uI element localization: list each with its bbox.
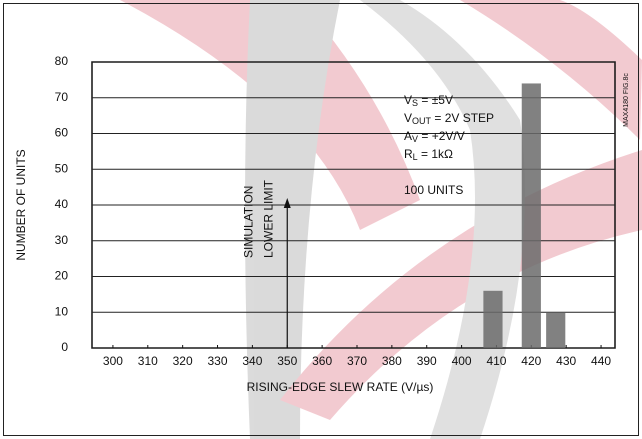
bar — [483, 290, 503, 348]
x-tick-label: 360 — [312, 354, 332, 368]
x-tick-label: 320 — [173, 354, 193, 368]
annotation-main: V — [404, 111, 412, 125]
y-tick-label: 70 — [55, 90, 69, 104]
x-tick-label: 310 — [138, 354, 158, 368]
x-tick-label: 410 — [486, 354, 506, 368]
arrow-head — [283, 198, 291, 208]
annotation-tail: = ±5V — [418, 93, 453, 107]
watermark — [120, 0, 642, 439]
bar — [521, 83, 541, 348]
x-tick-label: 370 — [347, 354, 367, 368]
annotation: VOUT = 2V STEP — [404, 111, 494, 126]
annotation-tail: = 2V STEP — [431, 111, 494, 125]
x-axis-title: RISING-EDGE SLEW RATE (V/µs) — [247, 380, 434, 394]
y-tick-label: 0 — [61, 340, 68, 354]
y-tick-label: 50 — [55, 161, 69, 175]
reference-label: SIMULATION — [241, 186, 255, 258]
y-tick-label: 60 — [55, 126, 69, 140]
annotation: AV = +2V/V — [404, 129, 465, 144]
annotation-sub: V — [412, 134, 418, 144]
watermark-shape — [280, 150, 642, 420]
x-tick-label: 390 — [417, 354, 437, 368]
figure-id: MAX4180 FIG.8c — [623, 73, 630, 127]
annotation-sub: OUT — [412, 116, 432, 126]
units-note: 100 UNITS — [404, 183, 463, 197]
x-tick-label: 430 — [556, 354, 576, 368]
y-tick-label: 30 — [55, 233, 69, 247]
annotation: RL = 1kΩ — [404, 147, 453, 162]
watermark-shape — [120, 0, 420, 230]
y-tick-label: 80 — [55, 54, 69, 68]
watermark-shape — [460, 0, 642, 140]
y-tick-label: 10 — [55, 304, 69, 318]
y-axis-title: NUMBER OF UNITS — [14, 149, 28, 260]
bar — [546, 312, 566, 348]
watermark-shape — [245, 0, 340, 439]
annotation-sub: S — [412, 98, 418, 108]
annotation-main: A — [404, 129, 412, 143]
annotation-main: R — [404, 147, 413, 161]
y-tick-label: 40 — [55, 197, 69, 211]
x-tick-label: 380 — [382, 354, 402, 368]
x-tick-label: 420 — [521, 354, 541, 368]
annotation: VS = ±5V — [404, 93, 453, 108]
reference-label: LOWER LIMIT — [261, 179, 275, 258]
annotation-main: V — [404, 93, 412, 107]
x-tick-label: 440 — [591, 354, 611, 368]
annotation-tail: = +2V/V — [418, 129, 465, 143]
annotation-tail: = 1kΩ — [418, 147, 453, 161]
frame — [3, 3, 639, 436]
annotation-sub: L — [413, 152, 418, 162]
x-tick-label: 330 — [208, 354, 228, 368]
x-tick-label: 340 — [242, 354, 262, 368]
y-tick-label: 20 — [55, 269, 69, 283]
x-tick-label: 350 — [277, 354, 297, 368]
x-tick-label: 300 — [103, 354, 123, 368]
x-tick-label: 400 — [452, 354, 472, 368]
